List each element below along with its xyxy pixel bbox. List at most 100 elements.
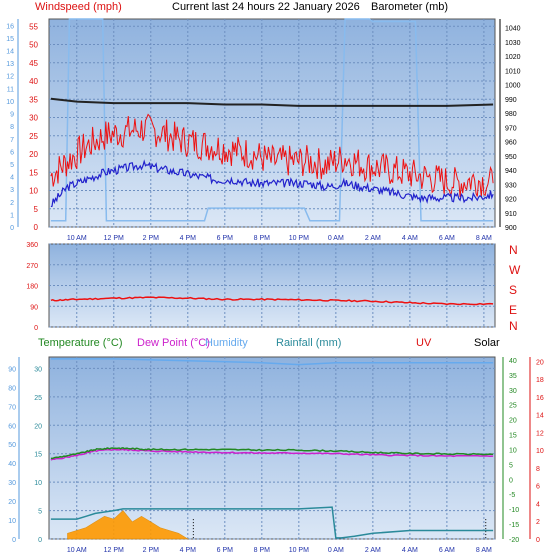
beaufort-tick-label: 13 xyxy=(6,61,14,68)
rain-tick-label: 25 xyxy=(34,395,42,402)
uv-tick-label: 4 xyxy=(536,501,540,508)
uv-tick-label: 16 xyxy=(536,395,544,402)
baro-tick-label: 1020 xyxy=(505,54,521,61)
humidity-tick-label: 10 xyxy=(8,518,16,525)
humidity-tick-label: 60 xyxy=(8,423,16,430)
barometer-label: Barometer (mb) xyxy=(371,1,448,13)
rain-tick-label: 20 xyxy=(34,423,42,430)
x-tick-label: 4 AM xyxy=(402,235,418,242)
rain-tick-label: 15 xyxy=(34,452,42,459)
baro-tick-label: 1030 xyxy=(505,40,521,47)
series-line-dew-point xyxy=(50,448,494,461)
wind-tick-label: 50 xyxy=(29,41,38,50)
beaufort-tick-label: 2 xyxy=(10,200,14,207)
direction-tick-label: 180 xyxy=(26,284,38,291)
beaufort-tick-label: 3 xyxy=(10,187,14,194)
x-tick-label: 6 AM xyxy=(439,547,455,554)
x-tick-label: 2 PM xyxy=(143,547,160,554)
beaufort-tick-label: 10 xyxy=(6,99,14,106)
humidity-tick-label: 30 xyxy=(8,480,16,487)
beaufort-tick-label: 12 xyxy=(6,74,14,81)
legend-humidity: Humidity xyxy=(205,337,248,349)
series-area-solar xyxy=(67,510,189,540)
beaufort-tick-label: 8 xyxy=(10,124,14,131)
humidity-tick-label: 40 xyxy=(8,461,16,468)
series xyxy=(50,18,494,540)
baro-tick-label: 930 xyxy=(505,182,517,189)
baro-tick-label: 920 xyxy=(505,197,517,204)
direction-tick-label: 360 xyxy=(26,242,38,249)
x-tick-label: 6 PM xyxy=(217,547,234,554)
beaufort-tick-label: 4 xyxy=(10,175,14,182)
beaufort-tick-label: 11 xyxy=(7,86,14,93)
baro-tick-label: 900 xyxy=(505,225,517,232)
wind-tick-label: 15 xyxy=(29,168,38,177)
uv-tick-label: 6 xyxy=(536,484,540,491)
x-tick-label: 6 AM xyxy=(439,235,455,242)
temp-tick-label: 30 xyxy=(509,388,517,395)
beaufort-tick-label: 15 xyxy=(6,36,14,43)
x-tick-label: 8 AM xyxy=(476,547,492,554)
x-tick-label: 10 AM xyxy=(67,235,87,242)
x-tick-label: 8 PM xyxy=(254,547,271,554)
temp-tick-label: 0 xyxy=(509,477,513,484)
wind-tick-label: 5 xyxy=(34,205,39,214)
series-line-gust xyxy=(50,113,494,198)
series-line-light-blue xyxy=(50,18,494,222)
temp-tick-label: 35 xyxy=(509,373,517,380)
uv-tick-label: 20 xyxy=(536,359,544,366)
x-tick-label: 10 AM xyxy=(67,547,87,554)
wind-tick-label: 25 xyxy=(29,132,38,141)
uv-tick-label: 10 xyxy=(536,448,544,455)
direction-tick-label: 0 xyxy=(34,325,38,332)
baro-tick-label: 980 xyxy=(505,111,517,118)
rain-tick-label: 5 xyxy=(38,509,42,516)
humidity-tick-label: 0 xyxy=(12,537,16,544)
legend-solar: Solar xyxy=(474,337,500,349)
wind-tick-label: 20 xyxy=(29,150,38,159)
series-line-average xyxy=(50,159,494,208)
x-tick-label: 0 AM xyxy=(328,235,344,242)
rain-tick-label: 30 xyxy=(34,366,42,373)
uv-tick-label: 2 xyxy=(536,519,540,526)
compass-label: S xyxy=(509,283,517,297)
legend-dew-point: Dew Point (°C) xyxy=(137,337,210,349)
temp-tick-label: -10 xyxy=(509,507,519,514)
temp-tick-label: 40 xyxy=(509,358,517,365)
temp-tick-label: 15 xyxy=(509,433,517,440)
compass-label: N xyxy=(509,319,518,333)
direction-panel-bg xyxy=(48,243,496,328)
humidity-tick-label: 20 xyxy=(8,499,16,506)
windspeed-label: Windspeed (mph) xyxy=(35,1,122,13)
wind-tick-label: 40 xyxy=(29,77,38,86)
legend-uv: UV xyxy=(416,337,432,349)
beaufort-tick-label: 5 xyxy=(10,162,14,169)
wind-tick-label: 0 xyxy=(34,223,39,232)
x-tick-label: 4 PM xyxy=(180,547,197,554)
temp-tick-label: 10 xyxy=(509,447,517,454)
baro-tick-label: 990 xyxy=(505,97,517,104)
beaufort-tick-label: 0 xyxy=(10,225,14,232)
direction-tick-label: 90 xyxy=(30,304,38,311)
rain-tick-label: 0 xyxy=(38,537,42,544)
x-tick-label: 8 AM xyxy=(476,235,492,242)
x-tick-label: 10 PM xyxy=(289,547,309,554)
humidity-tick-label: 80 xyxy=(8,385,16,392)
humidity-tick-label: 50 xyxy=(8,442,16,449)
x-tick-label: 4 AM xyxy=(402,547,418,554)
beaufort-tick-label: 6 xyxy=(10,149,14,156)
compass-label: W xyxy=(509,263,521,277)
baro-tick-label: 910 xyxy=(505,211,517,218)
series-line-humidity xyxy=(50,358,494,366)
compass-label: N xyxy=(509,243,518,257)
rain-tick-label: 10 xyxy=(34,480,42,487)
uv-tick-label: 8 xyxy=(536,466,540,473)
x-tick-label: 2 AM xyxy=(365,547,381,554)
legend-temperature: Temperature (°C) xyxy=(38,337,122,349)
beaufort-tick-label: 7 xyxy=(10,137,14,144)
compass-labels: N W S E N xyxy=(509,243,521,333)
uv-tick-label: 18 xyxy=(536,377,544,384)
direction-tick-label: 270 xyxy=(26,263,38,270)
